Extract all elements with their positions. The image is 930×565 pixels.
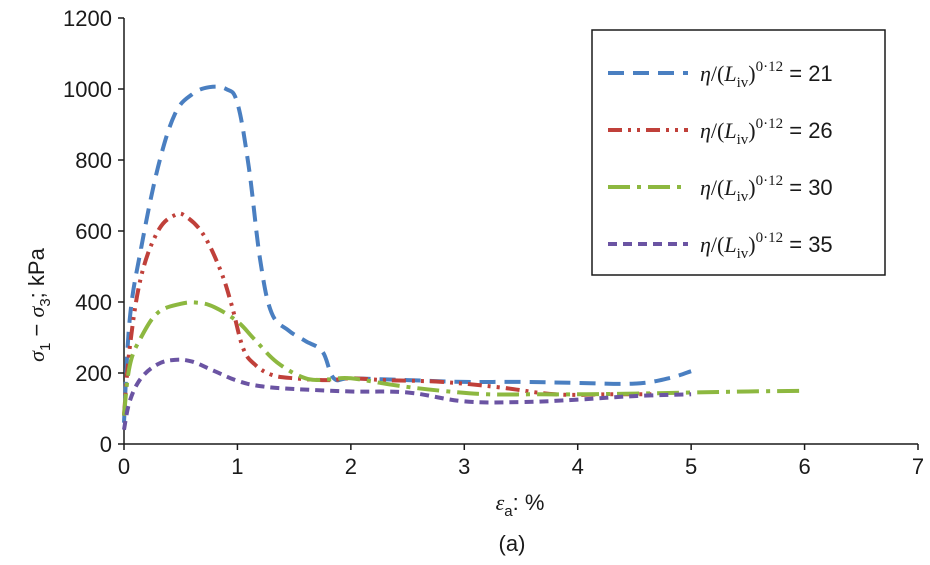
chart-caption: (a) bbox=[499, 531, 526, 556]
series-line-30 bbox=[122, 300, 805, 416]
x-tick-label: 0 bbox=[118, 454, 130, 479]
y-tick-label: 400 bbox=[75, 290, 112, 315]
x-tick-label: 1 bbox=[231, 454, 243, 479]
y-tick-label: 800 bbox=[75, 148, 112, 173]
x-tick-label: 3 bbox=[458, 454, 470, 479]
y-tick-label: 600 bbox=[75, 219, 112, 244]
series-line-21 bbox=[122, 84, 692, 423]
x-tick-label: 7 bbox=[912, 454, 924, 479]
y-tick-label: 200 bbox=[75, 361, 112, 386]
y-tick-label: 0 bbox=[100, 432, 112, 457]
series-line-26 bbox=[122, 211, 658, 416]
legend-label-26: η/(Liv)0·12 = 26 bbox=[700, 116, 833, 148]
x-axis-label: εa: % bbox=[496, 490, 545, 520]
y-axis-label: σ1 − σ3; kPa bbox=[24, 247, 54, 361]
x-axis-sub: a bbox=[504, 503, 513, 520]
x-axis-unit: : % bbox=[513, 490, 545, 515]
x-tick-label: 2 bbox=[345, 454, 357, 479]
series-line-35 bbox=[122, 357, 692, 431]
legend-label-21: η/(Liv)0·12 = 21 bbox=[700, 59, 833, 91]
x-axis-var: ε bbox=[496, 490, 505, 515]
x-tick-label: 6 bbox=[798, 454, 810, 479]
y-tick-label: 1000 bbox=[63, 77, 112, 102]
x-tick-label: 4 bbox=[572, 454, 584, 479]
x-tick-label: 5 bbox=[685, 454, 697, 479]
legend: η/(Liv)0·12 = 21 η/(Liv)0·12 = 26 η/(Liv)0… bbox=[591, 29, 886, 276]
legend-label-30: η/(Liv)0·12 = 30 bbox=[700, 173, 833, 205]
legend-box bbox=[591, 29, 886, 276]
series-layer bbox=[122, 84, 805, 431]
y-tick-label: 1200 bbox=[63, 6, 112, 31]
legend-label-35: η/(Liv)0·12 = 35 bbox=[700, 230, 833, 262]
axes: 0 1 2 3 4 5 6 7 0 200 400 600 800 1000 1200 bbox=[63, 6, 924, 479]
